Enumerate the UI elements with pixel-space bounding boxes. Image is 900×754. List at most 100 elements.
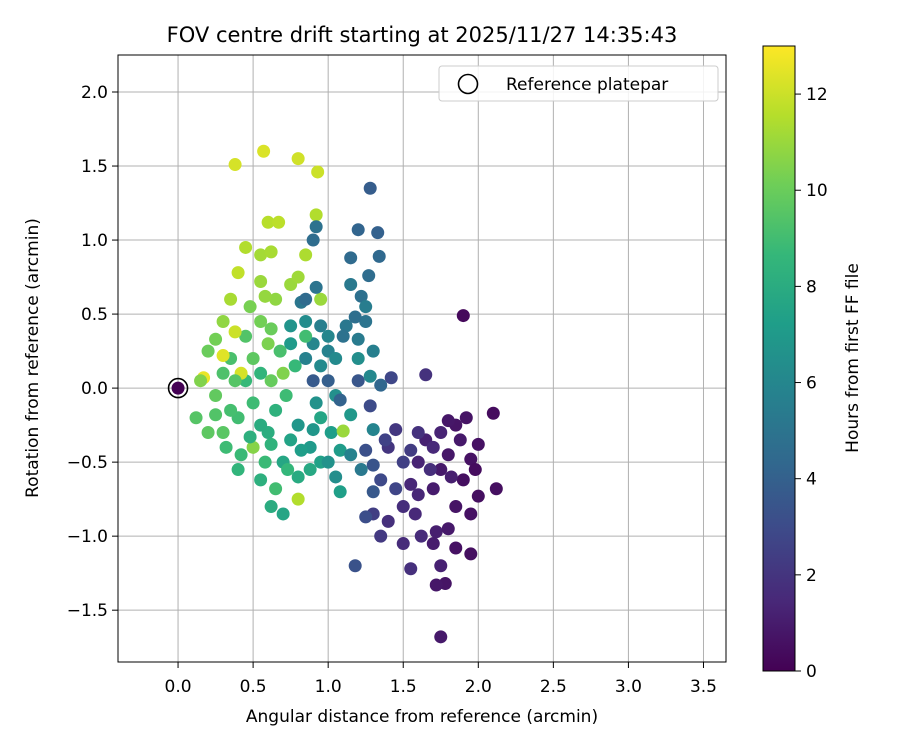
data-point [396,455,410,469]
data-point [284,433,298,447]
data-point [291,270,305,284]
legend: Reference platepar [438,65,719,102]
data-point [408,507,422,521]
y-tick-label: 0.0 [81,379,108,399]
data-point [201,426,215,440]
data-point [471,437,485,451]
data-point [239,329,253,343]
data-point [366,344,380,358]
data-point [336,329,350,343]
x-tick-label: 1.0 [315,677,342,697]
data-point [411,455,425,469]
data-point [258,455,272,469]
y-tick-label: −0.5 [67,453,108,473]
plot-frame [117,54,727,663]
data-point [344,251,358,265]
data-point [329,352,343,365]
data-point [216,426,230,440]
data-point [404,477,418,491]
data-point [351,223,365,237]
data-point [228,158,242,172]
data-point [351,374,365,388]
data-point [321,374,335,388]
data-point [303,463,317,477]
data-point [291,470,305,484]
data-point [333,393,347,407]
data-point [374,378,388,392]
data-point [299,248,313,262]
colorbar-tick-label: 2 [806,566,817,586]
y-axis-label: Rotation from reference (arcmin) [23,218,43,498]
grid-lines [118,55,726,662]
data-point [254,248,268,262]
data-point [489,482,503,496]
data-point [359,314,373,328]
data-point [194,374,208,388]
data-point [339,319,353,333]
legend-reference-label: Reference platepar [506,75,668,95]
data-point [423,463,437,477]
data-point [371,226,385,240]
data-point [269,403,283,417]
y-tick-label: 1.5 [81,157,108,177]
data-point [254,418,268,432]
data-point [254,366,268,380]
data-points [189,144,503,644]
y-tick-label: −1.0 [67,527,108,547]
data-point [272,215,286,229]
data-point [441,522,455,536]
data-point [348,310,362,324]
data-point [209,408,223,422]
data-point [456,473,470,487]
data-point [414,529,428,543]
data-point [351,332,365,346]
y-tick-label: 2.0 [81,83,108,103]
data-point [216,349,230,363]
data-point [449,500,463,514]
data-point [374,529,388,543]
x-axis-ticks: 0.0 0.5 1.0 1.5 2.0 2.5 3.0 3.5 [165,662,717,697]
data-point [344,408,358,422]
data-point [264,437,278,451]
data-point [264,245,278,259]
data-point [291,492,305,506]
data-point [276,507,290,521]
data-point [246,396,260,410]
data-point [299,329,313,343]
y-tick-label: 0.5 [81,305,108,325]
data-point [284,337,298,351]
data-point [411,426,425,440]
data-point [224,292,238,306]
data-point [434,426,448,440]
data-point [311,165,325,179]
data-point [389,482,403,496]
data-point [359,443,373,457]
x-tick-label: 3.0 [615,677,642,697]
data-point [246,352,260,365]
reference-marker-layer [167,377,189,399]
chart-title: FOV centre drift starting at 2025/11/27 … [167,23,678,47]
data-point [372,249,386,263]
data-point [254,473,268,487]
x-tick-label: 2.5 [540,677,567,697]
y-tick-label: 1.0 [81,231,108,251]
x-tick-label: 0.5 [240,677,267,697]
data-point [228,374,242,388]
data-point [366,485,380,499]
y-tick-label: −1.5 [67,601,108,621]
x-tick-label: 1.5 [390,677,417,697]
data-point [299,352,313,365]
reference-point-fill [171,381,185,395]
colorbar-gradient [762,45,796,672]
data-point [344,277,358,291]
data-point [359,510,373,524]
data-point [429,525,443,539]
data-point [471,489,485,503]
data-point [456,309,470,323]
data-point [239,240,253,254]
data-point [453,433,467,447]
data-point [374,473,388,487]
data-point [299,292,313,306]
data-point [329,470,343,484]
data-point [366,423,380,437]
